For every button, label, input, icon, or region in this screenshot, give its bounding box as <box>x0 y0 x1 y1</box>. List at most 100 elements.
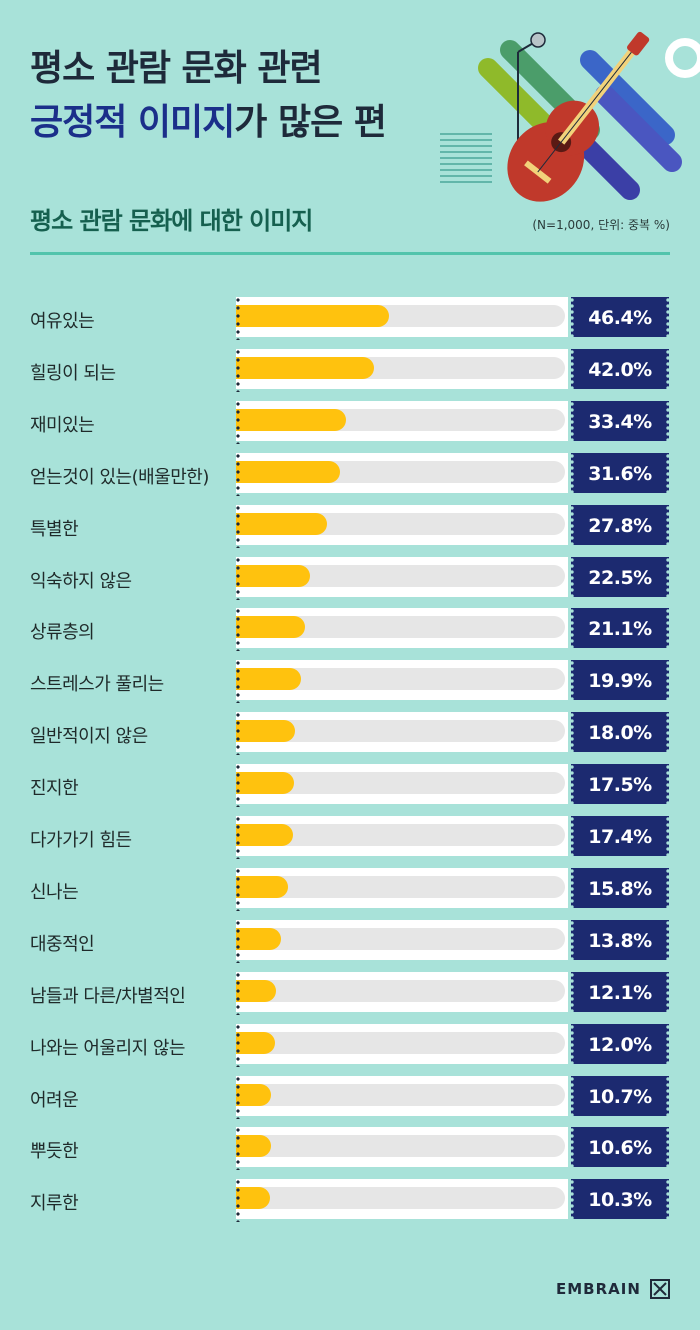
ticket-notch-left <box>570 297 574 337</box>
category-label: 익숙하지 않은 <box>30 570 132 592</box>
value-ticket: 22.5% <box>570 556 670 597</box>
category-label: 일반적이지 않은 <box>30 726 148 748</box>
ticket-notch-left <box>570 712 574 753</box>
value-ticket: 27.8% <box>570 504 670 545</box>
ticket-notch-left <box>570 504 574 545</box>
bar <box>236 927 282 950</box>
ticket-notch-left <box>570 816 574 856</box>
value-ticket: 10.3% <box>570 1179 670 1220</box>
perforation-edge <box>236 918 240 963</box>
bar <box>236 979 276 1002</box>
bar-track <box>236 1135 565 1158</box>
chart-row: 나와는 어울리지 않는 12.0% <box>0 1022 700 1075</box>
value-ticket: 46.4% <box>570 297 670 337</box>
data-label: 15.8% <box>588 877 652 900</box>
chart-row: 신나는 15.8% <box>0 866 700 919</box>
value-ticket: 15.8% <box>570 867 670 908</box>
perforation-edge <box>236 347 240 392</box>
data-label: 21.1% <box>588 618 652 641</box>
ticket-notch-right <box>666 764 670 805</box>
ticket-notch-right <box>666 919 670 960</box>
category-label: 특별한 <box>30 518 79 540</box>
bar-track <box>236 1031 565 1054</box>
chart-row: 진지한 17.5% <box>0 763 700 815</box>
data-label: 17.5% <box>588 774 652 797</box>
ticket-notch-right <box>666 400 670 441</box>
perforation-edge <box>236 815 240 859</box>
bar <box>236 668 302 691</box>
perforation-edge <box>236 503 240 548</box>
ticket-notch-right <box>666 556 670 597</box>
bar-track <box>236 824 565 846</box>
chart-row: 남들과 다른/차별적인 12.1% <box>0 970 700 1023</box>
title-line-1: 평소 관람 문화 관련 <box>30 48 323 89</box>
chart-subtitle: 평소 관람 문화에 대한 이미지 <box>30 207 313 235</box>
brand-logo-text: EMBRAIN <box>556 1280 641 1298</box>
chart-row: 어려운 10.7% <box>0 1074 700 1127</box>
category-label: 남들과 다른/차별적인 <box>30 985 186 1007</box>
ticket-notch-left <box>570 608 574 649</box>
category-label: 상류층의 <box>30 622 95 644</box>
perforation-edge <box>236 659 240 704</box>
data-label: 17.4% <box>588 826 652 848</box>
value-ticket: 17.4% <box>570 816 670 856</box>
data-label: 10.3% <box>588 1189 652 1212</box>
bar <box>236 772 294 795</box>
data-label: 18.0% <box>588 722 652 745</box>
data-label: 46.4% <box>588 307 652 329</box>
data-label: 31.6% <box>588 462 652 485</box>
chart-row: 특별한 27.8% <box>0 503 700 556</box>
ticket-notch-right <box>666 712 670 753</box>
ticket-notch-left <box>570 867 574 908</box>
ticket-notch-left <box>570 348 574 389</box>
ticket-notch-left <box>570 764 574 805</box>
chart-row: 뿌듯한 10.6% <box>0 1126 700 1178</box>
ticket-notch-right <box>666 971 670 1012</box>
category-label: 대중적인 <box>30 933 95 955</box>
chart-row: 지루한 10.3% <box>0 1178 700 1230</box>
bar <box>236 305 389 327</box>
value-ticket: 10.7% <box>570 1075 670 1116</box>
category-label: 얻는것이 있는(배울만한) <box>30 466 209 488</box>
category-label: 진지한 <box>30 778 79 800</box>
bar <box>236 616 306 639</box>
value-ticket: 17.5% <box>570 764 670 805</box>
perforation-edge <box>236 1022 240 1067</box>
bar <box>236 1083 272 1106</box>
chart-row: 스트레스가 풀리는 19.9% <box>0 659 700 711</box>
ticket-notch-right <box>666 504 670 545</box>
category-label: 신나는 <box>30 881 79 903</box>
perforation-edge <box>236 451 240 496</box>
perforation-edge <box>236 296 240 340</box>
bar-track <box>236 772 565 795</box>
ticket-notch-left <box>570 452 574 493</box>
data-label: 19.9% <box>588 670 652 693</box>
data-label: 12.1% <box>588 981 652 1004</box>
chart-row: 여유있는 46.4% <box>0 296 700 348</box>
sample-note: (N=1,000, 단위: 중복 %) <box>532 218 670 232</box>
ticket-notch-left <box>570 1179 574 1220</box>
ticket-notch-right <box>666 348 670 389</box>
data-label: 42.0% <box>588 358 652 381</box>
bar <box>236 1031 276 1054</box>
category-label: 지루한 <box>30 1193 79 1215</box>
bar <box>236 408 346 431</box>
perforation-edge <box>236 970 240 1015</box>
data-label: 10.6% <box>588 1137 652 1160</box>
perforation-edge <box>236 1074 240 1119</box>
bar-track <box>236 668 565 691</box>
chart-row: 재미있는 33.4% <box>0 399 700 452</box>
chart-row: 힐링이 되는 42.0% <box>0 347 700 400</box>
title-line-2-rest: 가 많은 편 <box>234 102 387 143</box>
perforation-edge <box>236 866 240 911</box>
value-ticket: 18.0% <box>570 712 670 753</box>
ticket-notch-left <box>570 556 574 597</box>
value-ticket: 12.1% <box>570 971 670 1012</box>
page-title: 평소 관람 문화 관련 긍정적 이미지가 많은 편 <box>30 42 387 150</box>
perforation-edge <box>236 1126 240 1171</box>
bar <box>236 512 328 535</box>
guitar-illustration <box>440 31 700 202</box>
ticket-notch-right <box>666 660 670 701</box>
ticket-notch-right <box>666 297 670 337</box>
ticket-notch-right <box>666 1075 670 1116</box>
